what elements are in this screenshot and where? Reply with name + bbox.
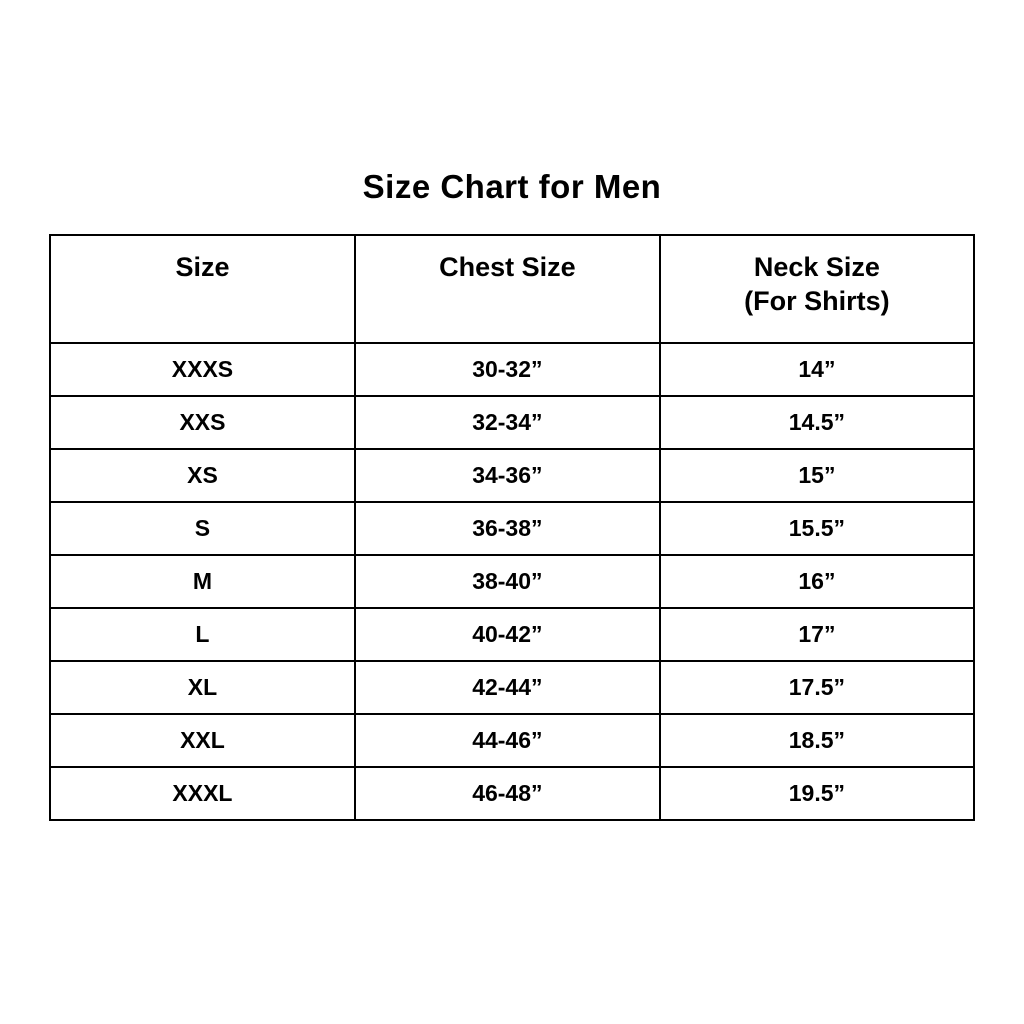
column-header-size: Size — [49, 234, 356, 344]
neck-size-cell: 14.5” — [658, 395, 976, 450]
size-cell: XXXS — [49, 342, 356, 397]
size-cell: XXL — [49, 713, 356, 768]
size-cell: M — [49, 554, 356, 609]
neck-size-cell: 14” — [658, 342, 976, 397]
table-row: XL 42-44” 17.5” — [49, 660, 976, 715]
neck-size-cell: 16” — [658, 554, 976, 609]
chest-size-cell: 30-32” — [353, 342, 661, 397]
size-chart-table: Size Chest Size Neck Size (For Shirts) X… — [49, 234, 976, 821]
size-cell: S — [49, 501, 356, 556]
page-title: Size Chart for Men — [362, 168, 662, 205]
chest-size-cell: 46-48” — [353, 766, 661, 821]
size-cell: XS — [49, 448, 356, 503]
size-cell: XL — [49, 660, 356, 715]
table-row: XXS 32-34” 14.5” — [49, 395, 976, 450]
table-row: XXL 44-46” 18.5” — [49, 713, 976, 768]
column-header-size-label: Size — [175, 252, 230, 282]
chest-size-cell: 38-40” — [353, 554, 661, 609]
neck-size-cell: 18.5” — [658, 713, 976, 768]
table-row: S 36-38” 15.5” — [49, 501, 976, 556]
chest-size-cell: 40-42” — [353, 607, 661, 662]
chest-size-cell: 34-36” — [353, 448, 661, 503]
size-cell: L — [49, 607, 356, 662]
table-row: L 40-42” 17” — [49, 607, 976, 662]
chest-size-cell: 32-34” — [353, 395, 661, 450]
size-cell: XXS — [49, 395, 356, 450]
column-header-chest-size-label: Chest Size — [439, 252, 576, 282]
neck-size-cell: 15” — [658, 448, 976, 503]
chest-size-cell: 42-44” — [353, 660, 661, 715]
size-cell: XXXL — [49, 766, 356, 821]
header-row: Size Chest Size Neck Size (For Shirts) — [49, 234, 976, 344]
table-row: XXXS 30-32” 14” — [49, 342, 976, 397]
chest-size-cell: 36-38” — [353, 501, 661, 556]
table-row: M 38-40” 16” — [49, 554, 976, 609]
chest-size-cell: 44-46” — [353, 713, 661, 768]
column-header-neck-size-line2: (For Shirts) — [744, 285, 890, 316]
neck-size-cell: 17” — [658, 607, 976, 662]
column-header-chest-size: Chest Size — [353, 234, 661, 344]
column-header-neck-size-line1: Neck Size — [753, 252, 880, 282]
column-header-neck-size: Neck Size (For Shirts) — [658, 234, 976, 344]
table-row: XS 34-36” 15” — [49, 448, 976, 503]
neck-size-cell: 15.5” — [658, 501, 976, 556]
neck-size-cell: 19.5” — [658, 766, 976, 821]
table-row: XXXL 46-48” 19.5” — [49, 766, 976, 821]
neck-size-cell: 17.5” — [658, 660, 976, 715]
